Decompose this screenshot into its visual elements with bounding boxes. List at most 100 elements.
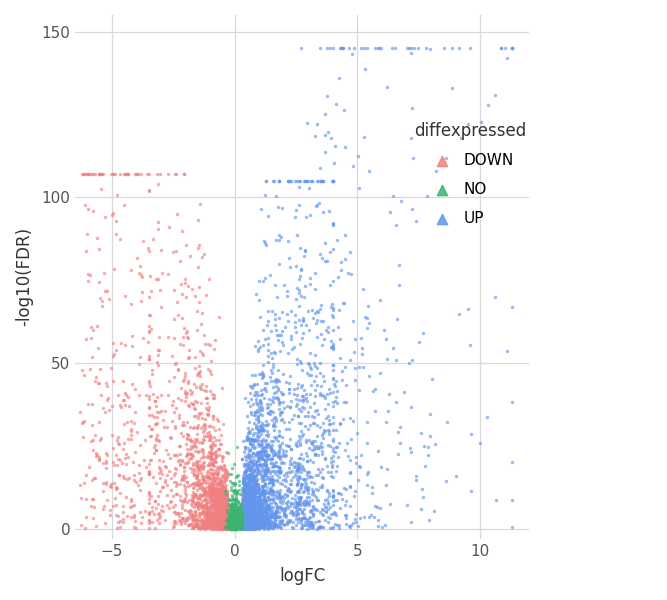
Point [177,475,187,484]
Point [118,518,129,527]
Point [244,501,255,511]
Point [202,410,213,419]
Point [237,523,248,532]
Point [239,494,250,503]
Point [251,508,261,518]
Point [106,479,117,488]
Point [233,523,244,532]
Point [206,509,217,518]
Point [238,511,249,520]
Point [230,512,241,522]
Point [208,511,219,520]
Point [243,518,254,528]
Point [214,515,225,524]
Point [243,520,254,529]
Point [213,515,224,525]
Point [243,461,254,470]
Point [208,466,219,475]
Point [317,472,327,482]
Point [273,450,284,460]
Point [341,496,352,505]
Point [225,508,235,517]
Point [277,389,287,399]
Point [270,412,281,421]
Point [239,521,250,530]
Point [247,511,257,520]
Point [307,509,318,519]
Point [233,517,244,526]
Point [341,513,352,523]
Point [126,341,137,350]
Point [209,521,220,531]
Point [231,520,241,530]
Point [157,482,167,492]
Point [203,472,214,481]
Point [153,435,164,445]
Point [215,520,226,529]
Point [305,520,315,529]
Point [101,379,111,388]
Point [120,459,131,469]
Point [297,313,308,323]
Point [239,490,250,500]
Point [146,370,157,379]
Point [229,521,239,530]
Point [227,479,238,488]
Point [231,518,241,527]
Point [220,516,231,526]
Point [92,378,103,388]
Point [465,340,476,349]
Point [82,169,93,179]
Point [229,523,239,532]
Point [225,508,236,517]
Point [217,523,228,533]
Point [173,455,184,465]
Point [256,500,267,510]
Point [245,488,256,497]
Point [322,328,333,337]
Point [83,204,93,214]
Point [344,482,355,492]
Point [209,469,220,478]
Point [210,522,221,532]
Point [221,513,232,523]
Point [318,208,329,217]
Point [218,495,229,505]
Point [285,371,295,380]
Point [190,499,201,509]
Point [169,508,180,517]
Point [235,502,246,512]
Point [231,524,242,533]
Point [179,488,190,498]
Point [259,479,270,488]
Point [305,420,315,430]
Point [294,301,305,311]
Point [237,520,247,530]
Point [179,472,189,482]
Point [294,272,305,281]
Point [288,509,299,518]
Point [207,481,218,491]
Point [294,404,305,413]
Point [490,90,500,100]
Point [239,496,250,505]
Point [149,448,159,458]
Point [271,502,282,511]
Point [219,520,229,530]
Point [190,521,201,531]
Point [207,497,218,506]
Point [161,446,171,455]
Point [135,475,145,485]
Point [296,492,307,502]
Point [215,518,225,527]
Point [241,486,252,496]
Point [352,521,363,531]
Point [207,520,218,530]
Point [263,211,273,221]
Point [238,515,249,525]
Point [406,49,416,58]
Point [203,482,214,492]
Point [174,441,185,451]
Point [231,472,242,481]
Point [205,356,216,366]
